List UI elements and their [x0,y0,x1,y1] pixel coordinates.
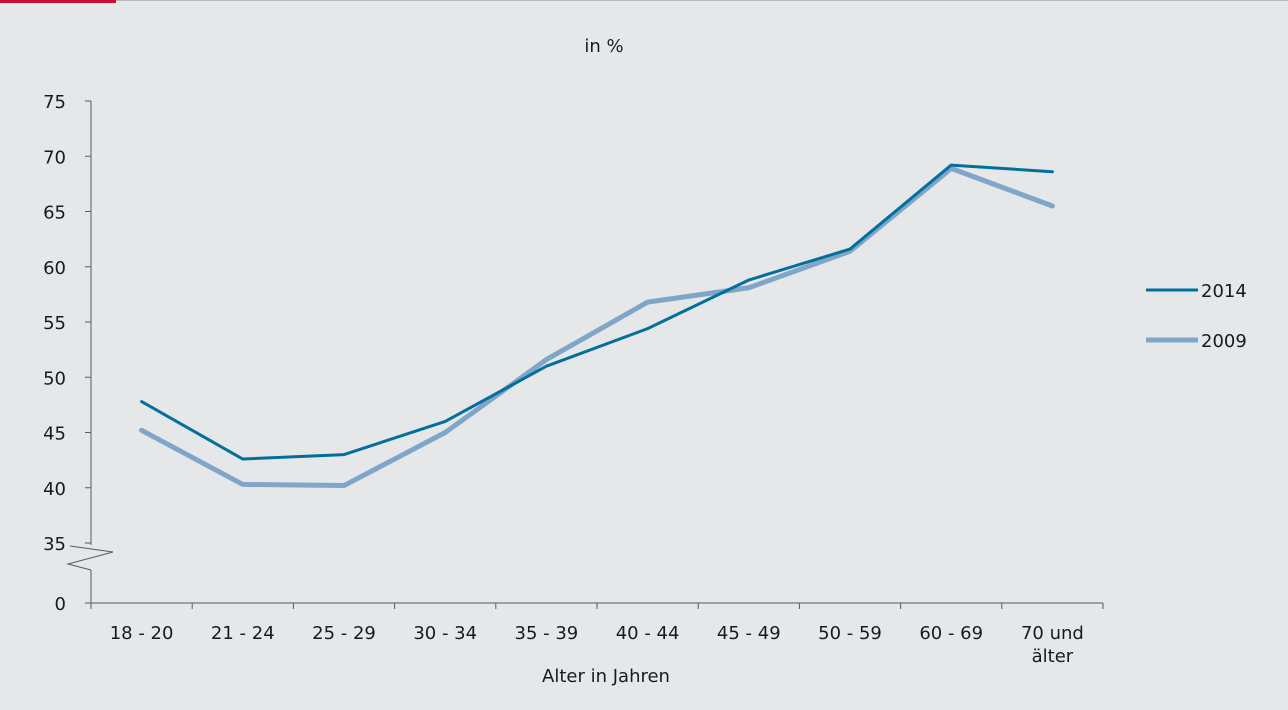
series-line-2009 [139,165,1055,489]
series-layer [139,163,1055,489]
top-rule [0,0,1288,1]
y-tick-label: 55 [43,313,66,334]
x-tick-label: 40 - 44 [616,623,680,644]
x-tick-label: 35 - 39 [515,623,579,644]
x-axis-title: Alter in Jahren [542,666,670,687]
axis-break-marker [66,545,114,571]
y-tick-label: 0 [55,594,66,615]
y-tick-label: 60 [43,258,66,279]
y-tick-label: 70 [43,147,66,168]
legend-label-2009: 2009 [1201,331,1247,352]
x-tick-label: 25 - 29 [312,623,376,644]
x-tick-label: 45 - 49 [717,623,781,644]
y-tick-label: 35 [43,534,66,555]
x-tick-label: 50 - 59 [818,623,882,644]
y-tick-label: 50 [43,368,66,389]
x-tick-label: 60 - 69 [919,623,983,644]
chart-title: in % [584,36,623,57]
y-tick-label: 75 [43,92,66,113]
y-tick-label: 45 [43,424,66,445]
legend: 2014 2009 [1146,281,1247,352]
series-line-2014 [140,163,1054,461]
top-accent-bar [0,0,116,3]
y-tick-label: 40 [43,479,66,500]
y-axis: 0 35 40 45 50 55 60 65 70 75 [43,92,114,615]
x-tick-label: 30 - 34 [413,623,477,644]
y-tick-label: 65 [43,203,66,224]
x-axis: 18 - 20 21 - 24 25 - 29 30 - 34 35 - 39 40 - … [90,602,1104,667]
legend-label-2014: 2014 [1201,281,1247,302]
x-tick-label: 70 und älter [1021,623,1084,667]
x-tick-label: 21 - 24 [211,623,275,644]
x-tick-label: 18 - 20 [110,623,174,644]
